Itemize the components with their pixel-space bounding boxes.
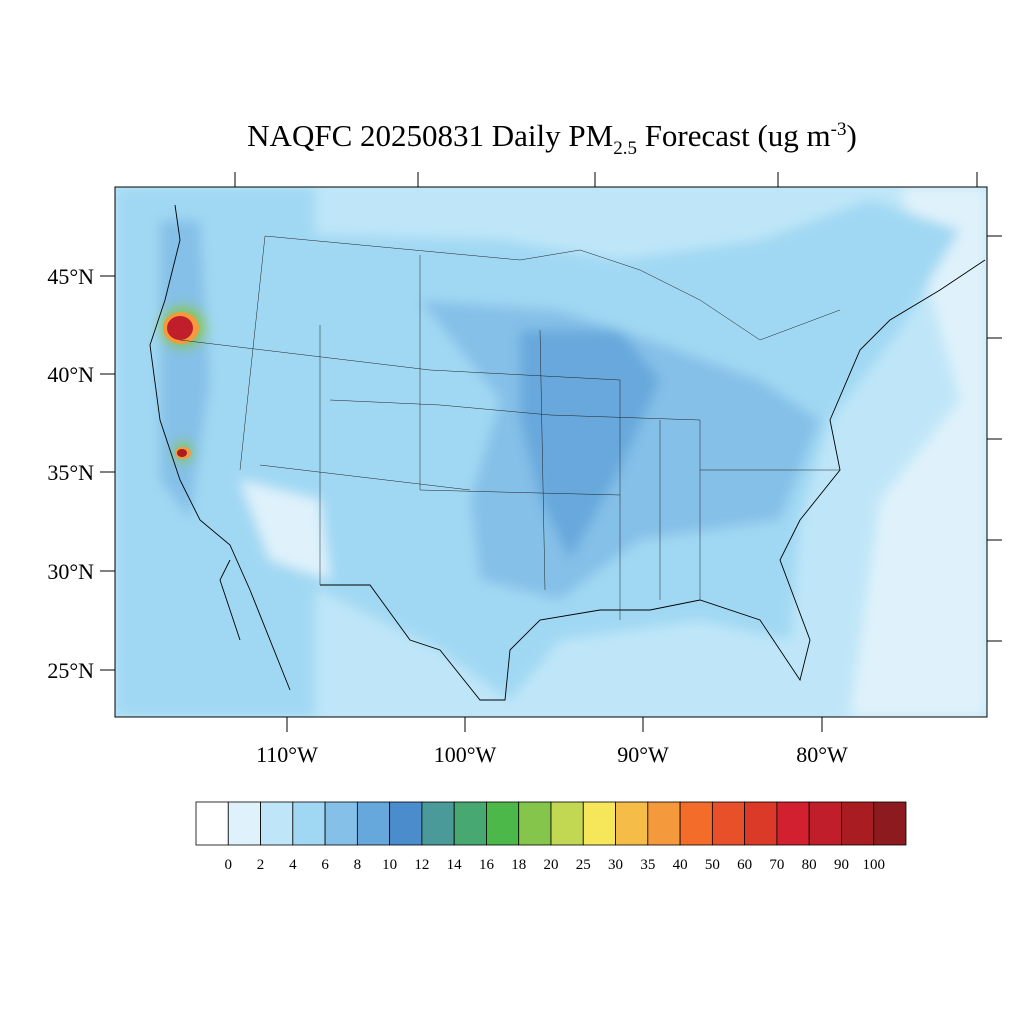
colorbar-box (582, 801, 616, 846)
title-sup: -3 (831, 119, 847, 140)
colorbar-box (873, 801, 907, 846)
colorbar-label: 35 (640, 857, 655, 873)
lat-label: 35°N (47, 460, 94, 485)
colorbar-label: 0 (225, 857, 233, 873)
colorbar-box (647, 801, 681, 846)
colorbar-box (260, 801, 294, 846)
colorbar: 0 2 4 6 8 10 12 14 16 18 20 25 30 35 40 50 60 70 80 90 100 (195, 801, 907, 873)
colorbar-label: 14 (447, 857, 463, 873)
colorbar-label: 30 (608, 857, 623, 873)
colorbar-label: 12 (414, 857, 429, 873)
colorbar-box (615, 801, 649, 846)
lat-label: 30°N (47, 559, 94, 584)
lat-label: 45°N (47, 264, 94, 289)
colorbar-label: 80 (802, 857, 817, 873)
colorbar-label: 50 (705, 857, 720, 873)
colorbar-label: 10 (382, 857, 397, 873)
colorbar-box (486, 801, 520, 846)
pm-field (115, 187, 987, 717)
colorbar-label: 8 (354, 857, 362, 873)
colorbar-label: 6 (321, 857, 329, 873)
map (115, 187, 987, 717)
smoke-plume (167, 316, 193, 340)
title-end: ) (846, 118, 856, 153)
title-main: NAQFC 20250831 Daily PM (247, 118, 613, 153)
colorbar-label: 60 (737, 857, 752, 873)
lat-label: 40°N (47, 362, 94, 387)
colorbar-box (841, 801, 875, 846)
frame-ticks (100, 172, 1002, 732)
lon-label: 100°W (434, 742, 497, 767)
colorbar-box (292, 801, 326, 846)
colorbar-label: 2 (257, 857, 265, 873)
title: NAQFC 20250831 Daily PM2.5 Forecast (ug … (247, 118, 857, 159)
colorbar-box (389, 801, 423, 846)
colorbar-box (324, 801, 358, 846)
map-frame (114, 186, 988, 718)
colorbar-box (744, 801, 778, 846)
colorbar-box (453, 801, 487, 846)
colorbar-box (776, 801, 810, 846)
colorbar-box (550, 801, 584, 846)
lon-label: 110°W (256, 742, 318, 767)
colorbar-label: 4 (289, 857, 297, 873)
colorbar-box (195, 801, 229, 846)
colorbar-label: 20 (544, 857, 559, 873)
colorbar-box (227, 801, 261, 846)
colorbar-label: 25 (576, 857, 591, 873)
lat-label: 25°N (47, 658, 94, 683)
title-sub: 2.5 (613, 138, 637, 159)
colorbar-box (679, 801, 713, 846)
colorbar-label: 40 (673, 857, 688, 873)
title-rest: Forecast (ug m (637, 118, 831, 153)
colorbar-label: 16 (479, 857, 495, 873)
smoke-plume (177, 449, 187, 457)
colorbar-box (356, 801, 391, 846)
coastline (149, 204, 986, 701)
colorbar-label: 100 (862, 857, 885, 873)
lon-label: 90°W (617, 742, 669, 767)
colorbar-box (711, 801, 746, 846)
state-borders (179, 235, 841, 620)
colorbar-box (518, 801, 552, 846)
colorbar-label: 70 (769, 857, 784, 873)
colorbar-box (808, 801, 842, 846)
colorbar-box (421, 801, 455, 846)
colorbar-label: 90 (834, 857, 849, 873)
colorbar-label: 18 (511, 857, 526, 873)
lon-label: 80°W (796, 742, 848, 767)
